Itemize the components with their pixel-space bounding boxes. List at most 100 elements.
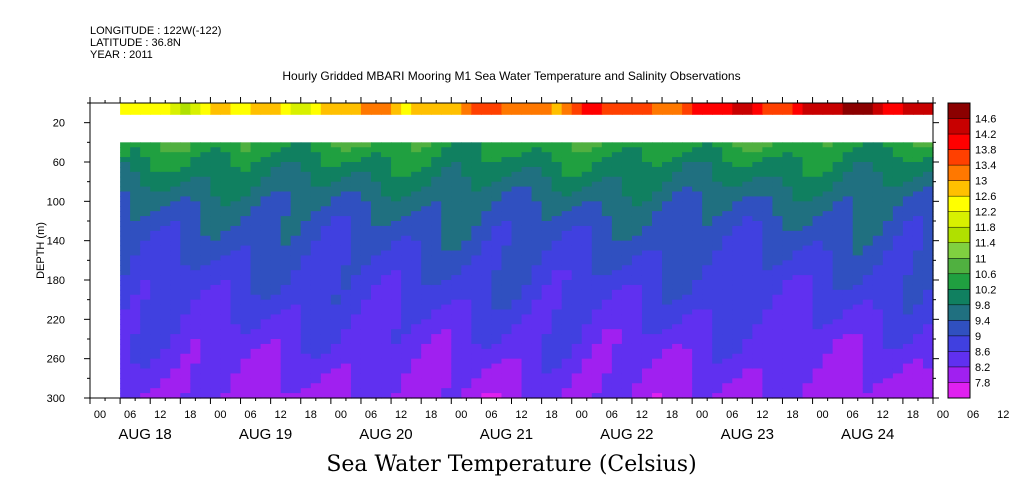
heatmap-cell xyxy=(360,299,372,306)
heatmap-cell xyxy=(581,388,593,394)
heatmap-cell xyxy=(621,383,633,389)
heatmap-cell xyxy=(280,289,292,296)
heatmap-cell xyxy=(250,393,262,399)
heatmap-cell xyxy=(250,221,262,227)
heatmap-cell xyxy=(531,378,543,384)
heatmap-cell xyxy=(591,329,603,335)
heatmap-cell xyxy=(742,348,753,355)
heatmap-cell xyxy=(260,289,272,296)
heatmap-cell xyxy=(672,339,683,345)
heatmap-cell xyxy=(471,348,482,355)
heatmap-cell xyxy=(300,378,312,384)
heatmap-cell xyxy=(601,166,613,173)
heatmap-cell xyxy=(641,250,653,257)
heatmap-cell xyxy=(320,393,332,399)
heatmap-cell xyxy=(902,393,914,399)
heatmap-cell xyxy=(280,206,292,212)
heatmap-cell xyxy=(150,343,161,350)
heatmap-cell xyxy=(310,162,322,168)
heatmap-cell xyxy=(872,339,884,345)
heatmap-cell xyxy=(882,314,894,320)
heatmap-cell xyxy=(280,186,292,193)
colorbar-label: 13 xyxy=(975,176,987,188)
heatmap-cell xyxy=(381,324,392,330)
heatmap-cell xyxy=(190,334,201,340)
heatmap-cell xyxy=(160,284,171,291)
heatmap-cell xyxy=(912,304,924,311)
heatmap-cell xyxy=(732,280,743,286)
heatmap-cell xyxy=(140,368,151,375)
heatmap-cell xyxy=(672,275,683,281)
heatmap-cell xyxy=(641,103,653,115)
heatmap-cell xyxy=(310,191,322,198)
heatmap-cell xyxy=(250,230,262,237)
heatmap-cell xyxy=(912,216,924,222)
heatmap-cell xyxy=(501,235,513,242)
heatmap-cell xyxy=(792,240,804,247)
heatmap-cell xyxy=(360,265,372,271)
heatmap-cell xyxy=(882,147,894,153)
heatmap-cell xyxy=(481,358,493,365)
colorbar-label: 11.8 xyxy=(975,222,996,234)
heatmap-cell xyxy=(641,275,653,281)
heatmap-cell xyxy=(662,275,673,281)
heatmap-cell xyxy=(371,348,382,355)
heatmap-cell xyxy=(371,314,382,320)
heatmap-cell xyxy=(150,265,161,271)
heatmap-cell xyxy=(652,378,663,384)
heatmap-cell xyxy=(762,329,774,335)
heatmap-cell xyxy=(160,157,171,163)
heatmap-cell xyxy=(812,211,824,217)
heatmap-cell xyxy=(912,339,924,345)
heatmap-cell xyxy=(742,191,753,198)
heatmap-cell xyxy=(892,196,904,202)
heatmap-cell xyxy=(902,235,914,242)
heatmap-cell xyxy=(672,358,683,365)
heatmap-cell xyxy=(912,294,924,301)
heatmap-cell xyxy=(872,284,884,291)
heatmap-cell xyxy=(190,348,201,355)
heatmap-cell xyxy=(501,181,513,188)
heatmap-cell xyxy=(140,299,151,306)
heatmap-cell xyxy=(772,157,784,163)
heatmap-cell xyxy=(561,142,573,148)
heatmap-cell xyxy=(170,196,181,202)
heatmap-cell xyxy=(702,157,713,163)
heatmap-cell xyxy=(391,368,402,375)
heatmap-cell xyxy=(250,206,262,212)
heatmap-cell xyxy=(752,353,763,360)
heatmap-cell xyxy=(431,216,442,222)
heatmap-cell xyxy=(531,339,543,345)
heatmap-cell xyxy=(330,353,342,360)
heatmap-cell xyxy=(722,348,733,355)
heatmap-cell xyxy=(662,270,673,276)
heatmap-cell xyxy=(682,103,693,115)
heatmap-cell xyxy=(872,147,884,153)
heatmap-cell xyxy=(631,339,643,345)
heatmap-cell xyxy=(641,378,653,384)
heatmap-cell xyxy=(692,353,703,360)
heatmap-cell xyxy=(260,147,272,153)
heatmap-cell xyxy=(150,393,161,399)
y-tick-label: 60 xyxy=(53,157,65,169)
heatmap-cell xyxy=(330,211,342,217)
heatmap-cell xyxy=(822,348,834,355)
heatmap-cell xyxy=(551,196,563,202)
heatmap-cell xyxy=(742,304,753,311)
heatmap-cell xyxy=(702,171,713,178)
heatmap-cell xyxy=(170,181,181,188)
heatmap-cell xyxy=(371,275,382,281)
heatmap-cell xyxy=(481,304,493,311)
heatmap-cell xyxy=(882,171,894,178)
heatmap-cell xyxy=(581,358,593,365)
heatmap-cell xyxy=(210,162,222,168)
heatmap-cell xyxy=(541,201,553,207)
heatmap-cell xyxy=(541,358,553,365)
heatmap-cell xyxy=(471,284,482,291)
heatmap-cell xyxy=(832,353,844,360)
heatmap-cell xyxy=(190,289,201,296)
heatmap-cell xyxy=(742,383,753,389)
heatmap-cell xyxy=(210,280,222,286)
heatmap-cell xyxy=(822,235,834,242)
heatmap-cell xyxy=(692,181,703,188)
